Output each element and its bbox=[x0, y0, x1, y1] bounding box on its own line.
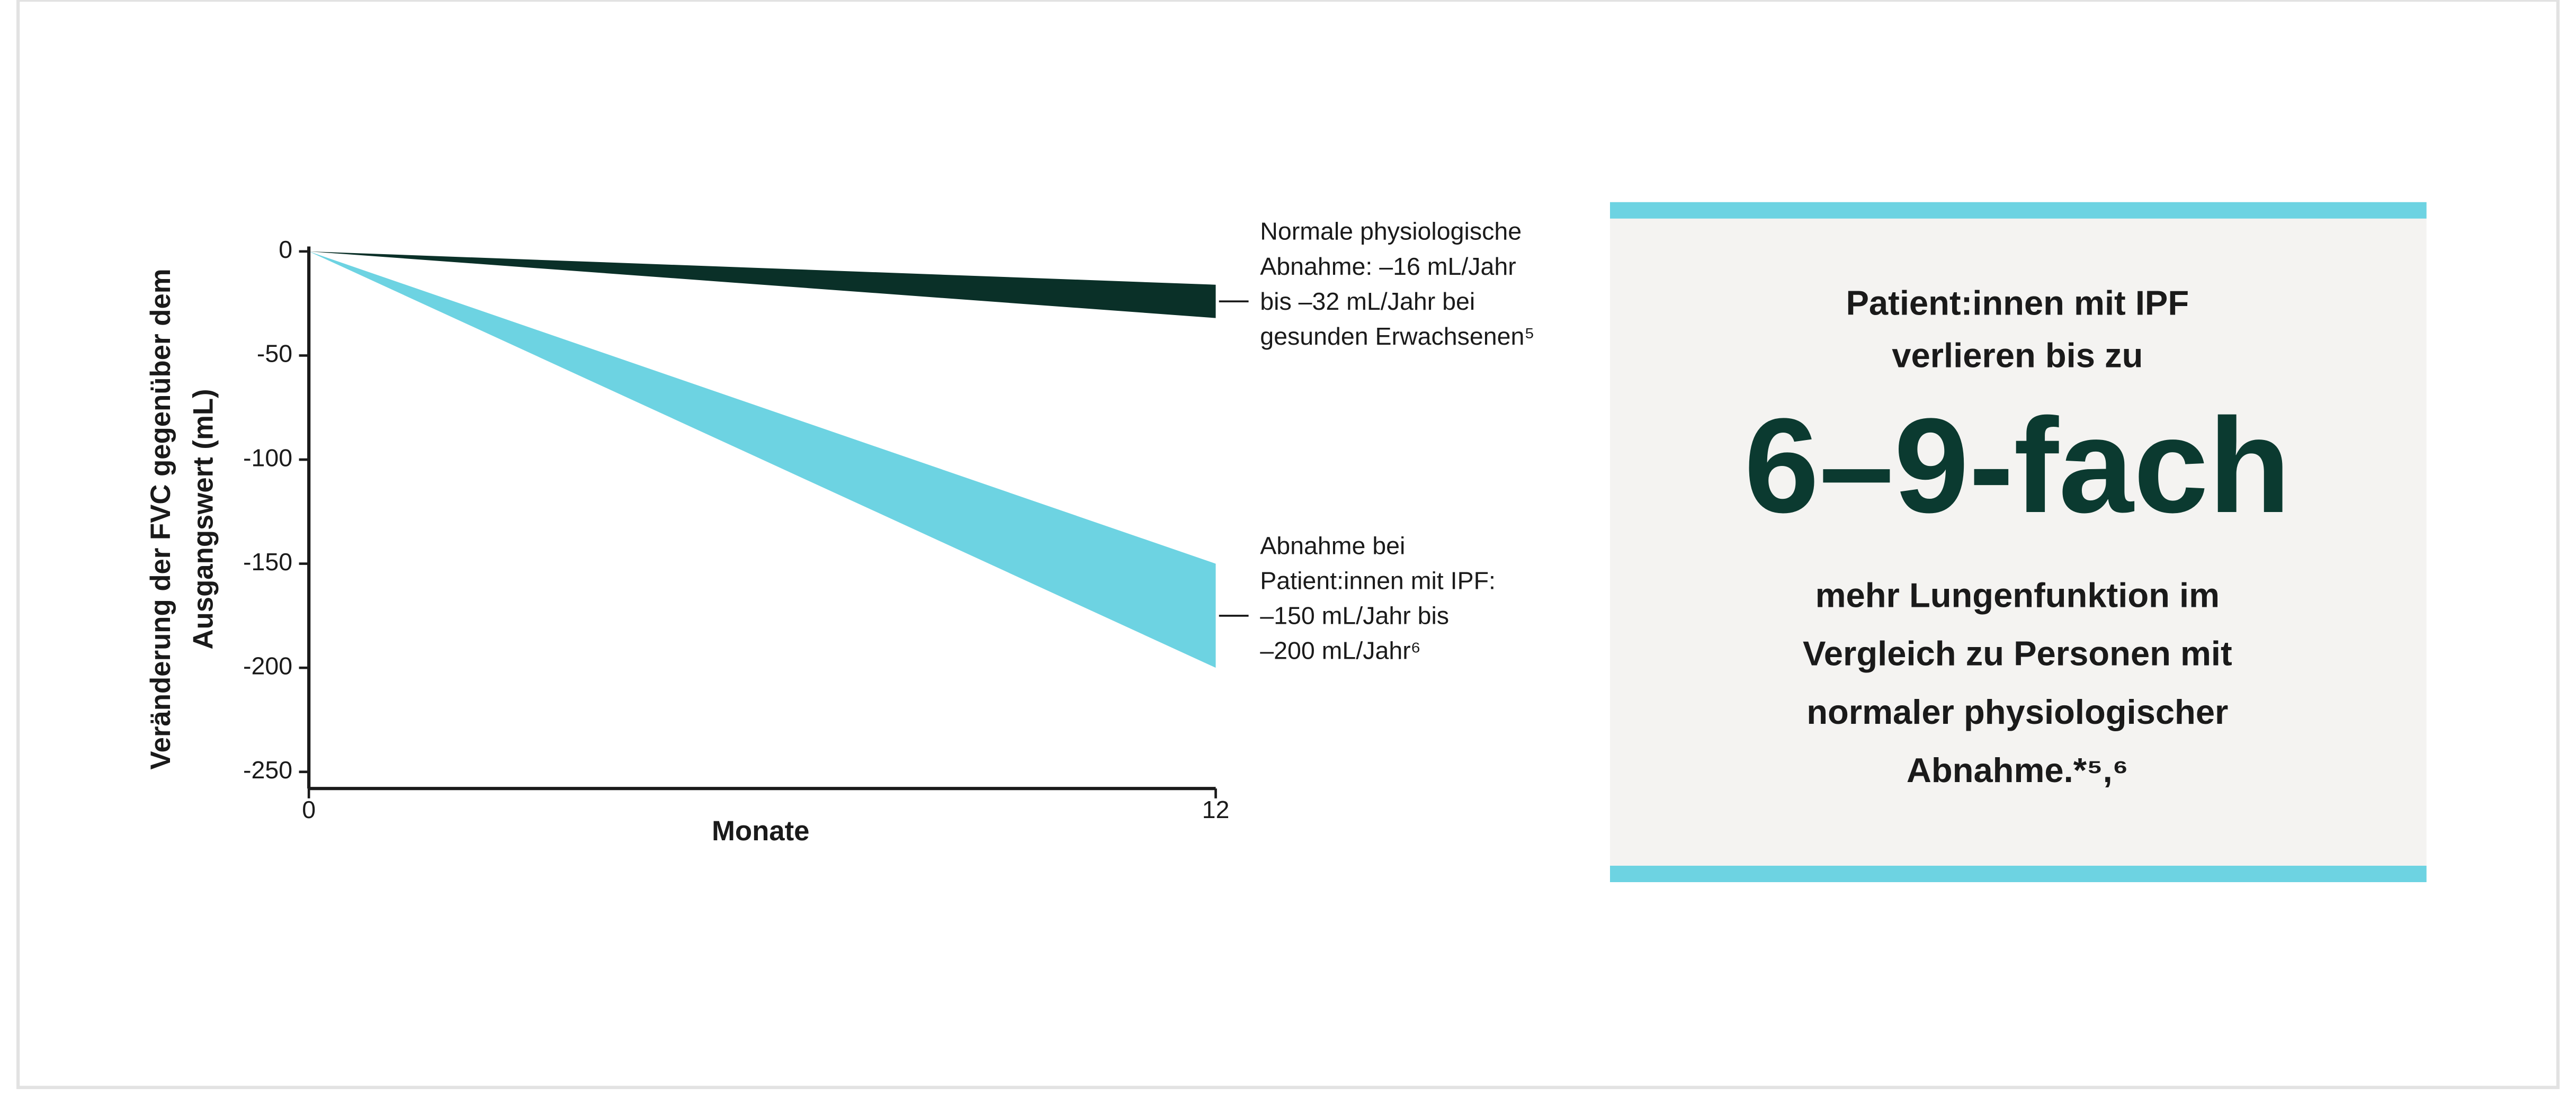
callout-top-bar bbox=[1610, 202, 2427, 219]
y-axis-label-line: Ausgangswert (mL) bbox=[188, 389, 219, 649]
x-tick-label: 12 bbox=[1202, 796, 1230, 823]
annotation-text: Abnahme bei bbox=[1260, 532, 1405, 559]
y-tick-label: 0 bbox=[279, 236, 292, 263]
callout-highlight: 6–9-fach bbox=[1744, 390, 2291, 541]
callout-body: mehr Lungenfunktion im bbox=[1815, 576, 2220, 615]
annotation-text: bis –32 mL/Jahr bei bbox=[1260, 288, 1475, 315]
x-tick-label: 0 bbox=[302, 796, 316, 823]
x-axis-label: Monate bbox=[712, 815, 810, 847]
callout-intro: verlieren bis zu bbox=[1892, 336, 2143, 375]
annotation-text: –150 mL/Jahr bis bbox=[1260, 602, 1449, 630]
annotation-text: Abnahme: –16 mL/Jahr bbox=[1260, 253, 1516, 280]
callout-body: Vergleich zu Personen mit bbox=[1803, 634, 2232, 673]
callout-body: Abnahme.*⁵,⁶ bbox=[1907, 751, 2128, 789]
annotation-text: –200 mL/Jahr⁶ bbox=[1260, 637, 1421, 665]
annotation-text: Normale physiologische bbox=[1260, 218, 1522, 245]
callout-body: normaler physiologischer bbox=[1806, 693, 2228, 731]
callout-bottom-bar bbox=[1610, 865, 2427, 883]
y-axis-label: Veränderung der FVC gegenüber dem Ausgang… bbox=[145, 268, 219, 769]
y-tick-label: -50 bbox=[257, 340, 292, 367]
y-axis-label-line: Veränderung der FVC gegenüber dem bbox=[145, 268, 176, 769]
y-tick-label: -100 bbox=[243, 444, 292, 471]
callout-intro: Patient:innen mit IPF bbox=[1846, 283, 2189, 322]
y-tick-label: -150 bbox=[243, 548, 292, 576]
annotation-text: gesunden Erwachsenen⁵ bbox=[1260, 322, 1534, 350]
area-band bbox=[309, 251, 1216, 668]
area-band bbox=[309, 251, 1216, 318]
annotation-text: Patient:innen mit IPF: bbox=[1260, 567, 1496, 595]
y-tick-label: -200 bbox=[243, 652, 292, 679]
callout-panel bbox=[1610, 202, 2427, 883]
y-tick-label: -250 bbox=[243, 756, 292, 784]
